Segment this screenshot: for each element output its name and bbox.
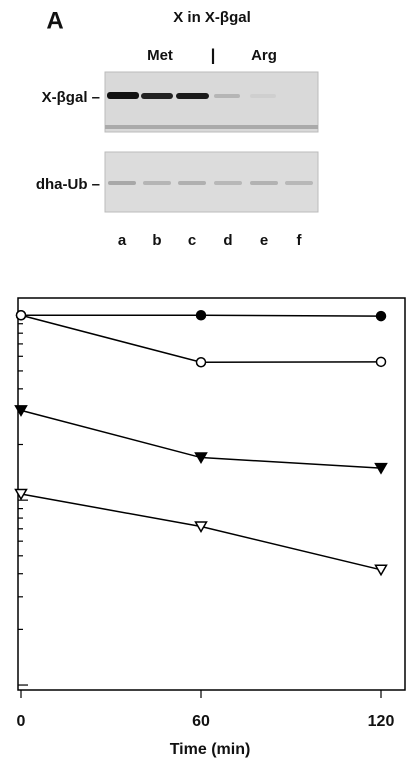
band [250,94,276,98]
gel-label: dha-Ub – [36,176,100,193]
band [108,181,136,185]
series-line [21,315,381,362]
band [107,92,139,99]
gel-edge [105,125,318,129]
marker [376,565,387,575]
band [143,181,171,185]
separator: | [211,45,216,64]
panel-label: A [46,7,63,34]
marker [197,358,206,367]
lane-label: a [118,232,127,249]
marker [17,311,26,320]
band [176,93,209,99]
lane-label: e [260,232,268,249]
x-tick-label: 0 [17,713,26,730]
x-tick-label: 120 [368,713,395,730]
gel-label: X-βgal – [42,89,100,106]
band [214,181,242,185]
figure: A X in X-βgal Met | Arg X-βgal – dha-Ub … [0,0,406,766]
lane-label: c [188,232,196,249]
marker [377,357,386,366]
lane-label: d [223,232,232,249]
gel [105,72,318,132]
band [214,94,240,98]
group-label: Arg [251,47,277,64]
lane-label: b [152,232,161,249]
band [178,181,206,185]
band [250,181,278,185]
x-axis-label: Time (min) [170,741,251,758]
plot-frame [18,298,405,690]
marker [377,312,386,321]
gel-title: X in X-βgal [173,9,251,26]
lane-label: f [297,232,303,249]
marker [197,311,206,320]
band [141,93,173,99]
x-tick-label: 60 [192,713,210,730]
band [285,181,313,185]
group-label: Met [147,47,173,64]
